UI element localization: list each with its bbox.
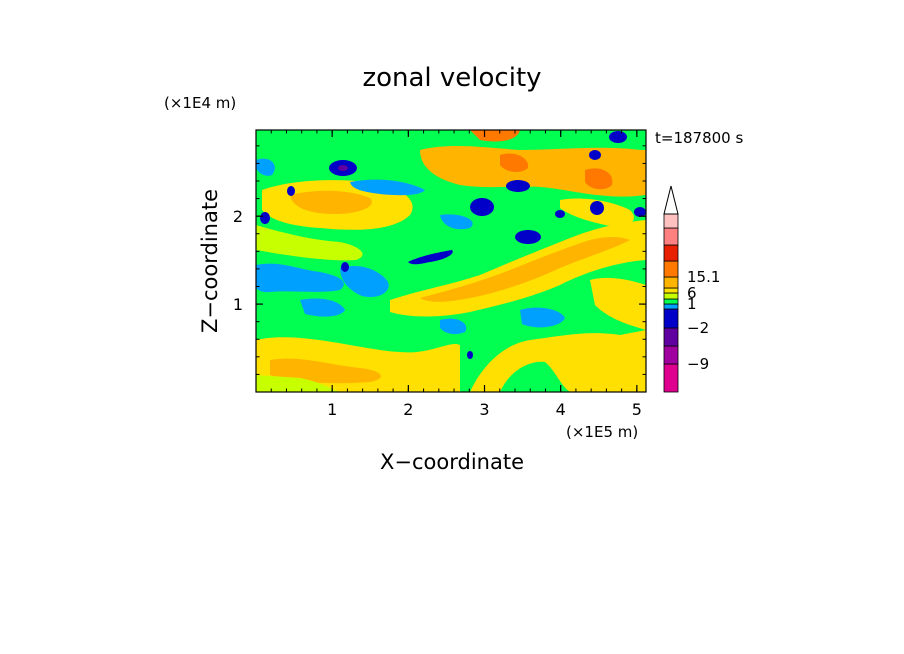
colorbar-band-7 (663, 287, 679, 294)
colorbar-top-arrow (663, 185, 679, 215)
colorbar-band-5 (663, 298, 679, 305)
y-tick-label-1: 2 (233, 207, 243, 226)
colorbar-band-0 (663, 363, 679, 393)
colorbar-label-4: −9 (687, 355, 709, 373)
x-tick-label-4: 5 (632, 400, 642, 419)
y-axis: 12 (233, 145, 646, 375)
contour-blue-streak (408, 250, 453, 265)
contour-right-yellow (590, 277, 646, 330)
y-unit-label: (×1E4 m) (164, 94, 236, 112)
contour-blue-cell-11 (555, 210, 565, 218)
x-tick-label-2: 3 (479, 400, 489, 419)
contour-lower-orange (270, 358, 381, 384)
x-axis-label: X−coordinate (380, 450, 524, 474)
contour-blue-cell-6 (609, 131, 627, 143)
colorbar-label-3: −2 (687, 319, 709, 337)
colorbar-label-0: 15.1 (687, 268, 720, 286)
colorbar-band-10 (663, 244, 679, 262)
x-tick-label-1: 2 (403, 400, 413, 419)
contour-mid-cyan-a (300, 298, 345, 317)
contour-blue-cell-4 (515, 230, 541, 244)
x-axis: 1 2 3 4 5 (270, 130, 642, 419)
contour-blue-cell-9 (260, 212, 270, 224)
x-tick-label-3: 4 (556, 400, 566, 419)
contour-lower-left-yellow (256, 375, 340, 392)
contour-blue-cell-12 (341, 262, 349, 272)
contour-top-orange (470, 130, 520, 142)
contour-upper-cyan-c (256, 158, 275, 176)
colorbar-band-11 (663, 227, 679, 246)
colorbar-band-6 (663, 292, 679, 300)
contour-upper-red-a (500, 153, 529, 172)
plot-frame (255, 129, 647, 393)
contour-upper-cyan-b (440, 214, 473, 230)
colorbar-band-3 (663, 308, 679, 329)
contour-upper-cyan-a (350, 179, 425, 196)
contour-mid-cyan-left (256, 263, 344, 293)
y-tick-label-0: 1 (233, 295, 243, 314)
colorbar-band-12 (663, 213, 679, 229)
y-axis-label: Z−coordinate (198, 189, 222, 333)
contour-bottom-green (500, 361, 570, 392)
contour-blue-cell-3 (506, 180, 530, 192)
colorbar-band-2 (663, 327, 679, 347)
contour-field (256, 130, 646, 392)
time-label: t=187800 s (655, 129, 743, 147)
contour-mid-cyan-d (440, 318, 467, 335)
contour-blue-cell-7 (589, 150, 601, 160)
contour-blue-cell-8 (287, 186, 295, 196)
chart-title: zonal velocity (362, 63, 541, 93)
contour-left-yellow-mid (256, 225, 363, 261)
colorbar: 15.161 −2 −9 (663, 185, 720, 393)
contour-blue-cell-2 (470, 198, 494, 216)
contour-blue-cell-5 (590, 201, 604, 215)
contour-mid-cyan-c (520, 307, 565, 328)
contour-diagonal-orange (420, 237, 630, 302)
colorbar-label-2: 1 (687, 295, 697, 313)
colorbar-band-4 (663, 303, 679, 310)
colorbar-band-1 (663, 345, 679, 365)
colorbar-label-1: 6 (687, 284, 697, 302)
contour-upper-red-b (585, 168, 613, 190)
colorbar-band-8 (663, 276, 679, 289)
colorbar-band-9 (663, 260, 679, 278)
contour-purple-cell (338, 165, 348, 171)
contour-mid-cyan-b (340, 265, 389, 298)
contour-upper-left-orange (290, 190, 372, 214)
x-tick-label-0: 1 (327, 400, 337, 419)
contour-blue-cell-13 (467, 351, 473, 359)
contour-blue-cell-10 (634, 207, 646, 217)
x-unit-label: (×1E5 m) (566, 423, 638, 441)
